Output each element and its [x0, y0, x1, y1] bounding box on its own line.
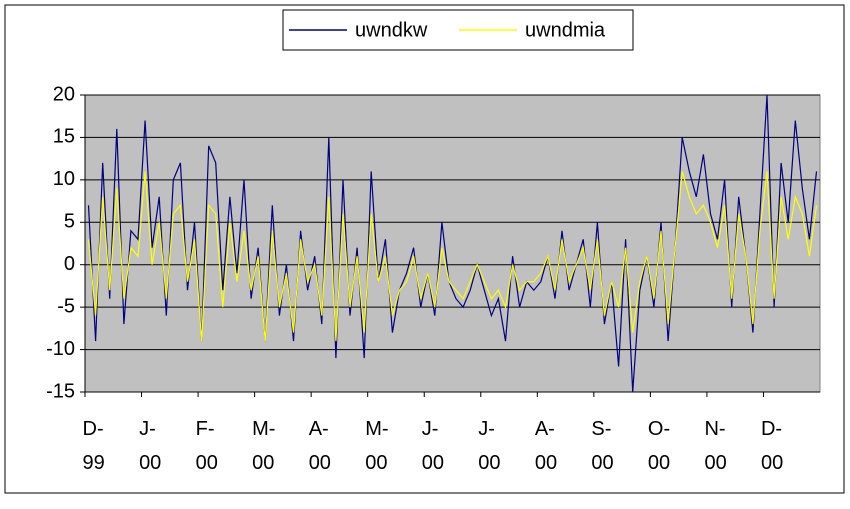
x-tick-label: D-99: [83, 418, 105, 474]
y-tick-label: -15: [46, 380, 75, 402]
x-tick-label: M-00: [252, 418, 275, 474]
y-tick-label: 5: [64, 211, 75, 233]
y-tick-label: 10: [53, 168, 75, 190]
x-tick-label: A-00: [309, 418, 331, 474]
x-tick-label: S-00: [591, 418, 613, 474]
y-tick-label: -10: [46, 338, 75, 360]
legend-label: uwndmia: [525, 19, 606, 41]
x-tick-label: M-00: [365, 418, 388, 474]
y-tick-label: 0: [64, 253, 75, 275]
y-tick-label: -5: [57, 295, 75, 317]
series-line: [87, 94, 818, 393]
x-tick-label: F-00: [196, 418, 218, 474]
x-tick-label: N-00: [704, 418, 726, 474]
y-tick-label: 20: [53, 83, 75, 105]
x-tick-label: A-00: [535, 418, 557, 474]
y-tick-label: 15: [53, 126, 75, 148]
legend-label: uwndkw: [355, 19, 428, 41]
x-tick-label: J-00: [478, 418, 500, 474]
x-tick-label: O-00: [648, 418, 670, 474]
series-line: [87, 171, 818, 342]
x-tick-label: D-00: [761, 418, 783, 474]
plot-area: [84, 94, 821, 393]
x-tick-label: J-00: [422, 418, 444, 474]
x-tick-label: J-00: [139, 418, 161, 474]
